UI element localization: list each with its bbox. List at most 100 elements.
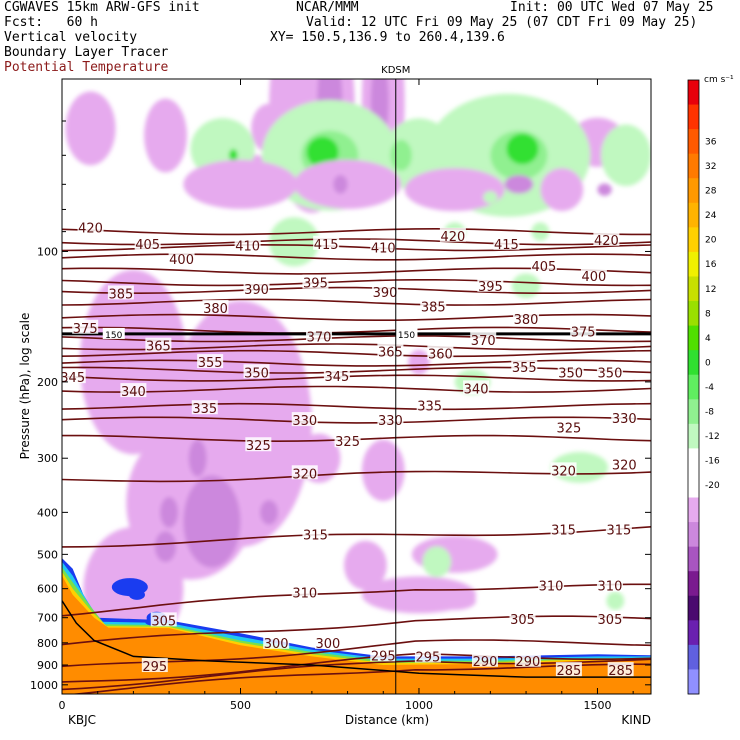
theta-label-bg [263, 634, 290, 649]
theta-contour-340 [62, 385, 651, 393]
w-shade-region [361, 439, 405, 502]
w-shade-region [183, 475, 241, 568]
colorbar-swatch [688, 595, 699, 621]
colorbar-label: -20 [705, 481, 720, 491]
theta-label-bg [555, 419, 582, 434]
colorbar-swatch [688, 301, 699, 327]
theta-label: 420 [440, 230, 465, 245]
colorbar-label: 24 [705, 211, 717, 221]
theta-label-bg [538, 577, 565, 592]
theta-label: 375 [571, 325, 596, 340]
theta-label: 325 [556, 422, 581, 437]
y-tick-label: 700 [37, 612, 58, 625]
theta-label: 410 [371, 242, 396, 257]
theta-contour-290 [62, 658, 651, 691]
plot-area: 150 150 420 405 410 415 410 420 415 420 400 405 400… [60, 79, 651, 694]
marker-station-label: KDSM [381, 65, 410, 76]
theta-label: 355 [198, 356, 223, 371]
x-tick-label: 1000 [405, 699, 433, 712]
theta-contour-345 [62, 374, 651, 382]
theta-label: 405 [531, 260, 556, 275]
theta-label: 320 [612, 458, 637, 473]
theta-label-bg [243, 280, 270, 295]
theta-label-bg [245, 437, 272, 452]
colorbar-label: -4 [705, 383, 714, 393]
theta-label-bg [557, 364, 584, 379]
colorbar-swatch [688, 448, 699, 474]
theta-label-bg [550, 521, 577, 536]
theta-label-bg [314, 634, 341, 649]
colorbar-swatch [688, 620, 699, 646]
theta-label-bg [470, 331, 497, 346]
theta-label: 290 [473, 655, 498, 670]
colorbar-label: 16 [705, 260, 717, 270]
colorbar-swatch [688, 80, 699, 106]
theta-label: 385 [421, 301, 446, 316]
theta-label: 345 [60, 371, 85, 386]
colorbar-label: 0 [705, 358, 711, 368]
theta-label: 315 [606, 523, 631, 538]
colorbar-unit: cm s⁻¹ [704, 75, 734, 85]
theta-label: 400 [169, 253, 194, 268]
colorbar-swatch [688, 104, 699, 130]
theta-label-bg [323, 368, 350, 383]
colorbar-label: 12 [705, 285, 716, 295]
y-tick-label: 500 [37, 548, 58, 561]
w-shade-region [506, 133, 539, 165]
theta-label-bg [107, 285, 134, 300]
theta-label-bg [302, 526, 329, 541]
w-shade-region [183, 159, 298, 209]
theta-contour-375 [62, 326, 651, 334]
header-valid: Valid: 12 UTC Fri 09 May 25 (07 CDT Fri … [306, 15, 698, 30]
theta-label-bg [420, 298, 447, 313]
theta-label-bg [306, 328, 333, 343]
theta-label: 390 [373, 286, 398, 301]
theta-label-bg [570, 323, 597, 338]
theta-label-bg [607, 662, 634, 677]
theta-label-bg [168, 250, 195, 265]
theta-label-bg [377, 412, 404, 427]
theta-contour-395 [62, 279, 651, 287]
theta-label-bg [377, 343, 404, 358]
theta-label-bg [150, 612, 177, 627]
theta-label-bg [370, 647, 397, 662]
theta-label-bg [472, 652, 499, 667]
tropopause-label-bg [102, 327, 125, 339]
theta-label: 330 [292, 414, 317, 429]
theta-label: 375 [73, 322, 98, 337]
theta-label: 315 [303, 529, 328, 544]
theta-label-bg [202, 299, 229, 314]
theta-label-bg [605, 521, 632, 536]
theta-label: 370 [307, 330, 332, 345]
theta-contour-360 [62, 349, 651, 358]
header-field-vertical-velocity: Vertical velocity [4, 30, 138, 45]
theta-label: 420 [594, 234, 619, 249]
w-shade-region [229, 149, 238, 162]
theta-label-bg [243, 364, 270, 379]
theta-contour-405 [62, 253, 651, 261]
theta-label-bg [509, 611, 536, 626]
theta-label-bg [372, 283, 399, 298]
theta-label: 325 [335, 435, 360, 450]
colorbar-swatch [688, 571, 699, 597]
theta-label-bg [416, 397, 443, 412]
colorbar-label: -8 [705, 408, 714, 418]
tropopause-label: 150 [398, 331, 415, 341]
theta-label: 400 [581, 270, 606, 285]
colorbar-swatch [688, 251, 699, 277]
theta-label-bg [596, 611, 623, 626]
y-tick-label: 100 [37, 245, 58, 258]
header-field-theta: Potential Temperature [4, 60, 169, 75]
theta-contours: 150 150 [62, 227, 651, 694]
theta-label: 285 [556, 664, 581, 679]
colorbar-frame [687, 79, 700, 695]
theta-label: 380 [203, 302, 228, 317]
theta-label: 335 [417, 400, 442, 415]
theta-contour-355 [62, 359, 651, 367]
theta-label-bg [555, 662, 582, 677]
plot-frame [61, 78, 652, 695]
theta-label-bg [334, 433, 361, 448]
theta-label-bg [291, 412, 318, 427]
w-shade-region [511, 273, 541, 299]
colorbar-swatch [688, 423, 699, 449]
